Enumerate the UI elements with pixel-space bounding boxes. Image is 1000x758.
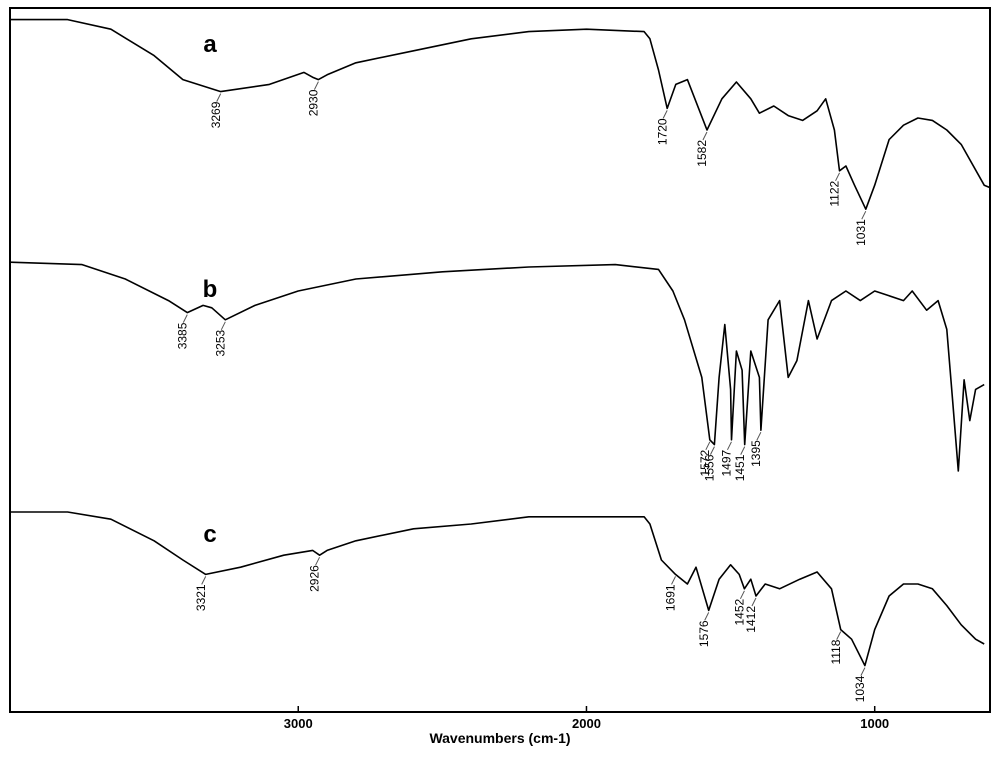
peak-leader <box>201 576 207 585</box>
x-tick-label: 3000 <box>284 716 313 731</box>
peak-leader <box>313 81 319 90</box>
peak-label: 1691 <box>664 584 678 611</box>
x-tick-label: 1000 <box>860 716 889 731</box>
peak-leader <box>315 556 321 566</box>
peak-label: 1576 <box>697 620 711 647</box>
panel-label: b <box>203 276 218 303</box>
peak-leader <box>739 590 745 600</box>
peak-leader <box>740 446 746 455</box>
peak-leader <box>704 612 710 621</box>
peak-leader <box>671 576 676 585</box>
peak-leader <box>860 667 866 676</box>
spectrum-line <box>10 511 985 667</box>
peak-leader <box>861 210 867 220</box>
peak-label: 1556 <box>703 454 717 481</box>
peak-label: 1720 <box>655 118 669 145</box>
peak-label: 1118 <box>829 639 843 664</box>
x-tick-label: 2000 <box>572 716 601 731</box>
peak-label: 1395 <box>749 440 763 467</box>
panel-label: c <box>203 521 216 548</box>
panel-label: a <box>203 31 217 58</box>
peak-label: 1412 <box>744 606 758 633</box>
peak-leader <box>662 110 668 119</box>
peak-leader <box>727 441 732 451</box>
peak-label: 2926 <box>308 565 322 592</box>
spectrum-line <box>9 261 985 472</box>
peak-leader <box>835 172 840 182</box>
x-axis-label: Wavenumbers (cm-1) <box>429 730 570 746</box>
peak-leader <box>220 321 226 331</box>
peak-label: 2930 <box>307 89 321 116</box>
spectrum-line <box>10 18 991 210</box>
peak-label: 1451 <box>733 454 747 481</box>
plot-frame <box>9 7 991 713</box>
peak-leader <box>216 93 222 102</box>
peak-label: 1034 <box>853 675 867 702</box>
peak-label: 1572 <box>698 449 712 476</box>
peak-leader <box>182 314 188 323</box>
peak-label: 1122 <box>828 180 842 206</box>
peak-leader <box>751 597 757 607</box>
peak-leader <box>705 441 711 451</box>
peak-leader <box>836 631 842 640</box>
peak-label: 1031 <box>854 219 868 246</box>
peak-label: 1582 <box>695 140 709 167</box>
peak-label: 3385 <box>175 322 189 349</box>
peak-label: 3321 <box>194 584 208 611</box>
peak-label: 3253 <box>213 329 227 356</box>
peak-label: 1452 <box>733 598 747 625</box>
peak-leader <box>702 131 708 141</box>
peak-leader <box>709 446 715 455</box>
peak-leader <box>756 431 762 441</box>
peak-label: 1497 <box>720 449 734 476</box>
peak-label: 3269 <box>209 101 223 128</box>
